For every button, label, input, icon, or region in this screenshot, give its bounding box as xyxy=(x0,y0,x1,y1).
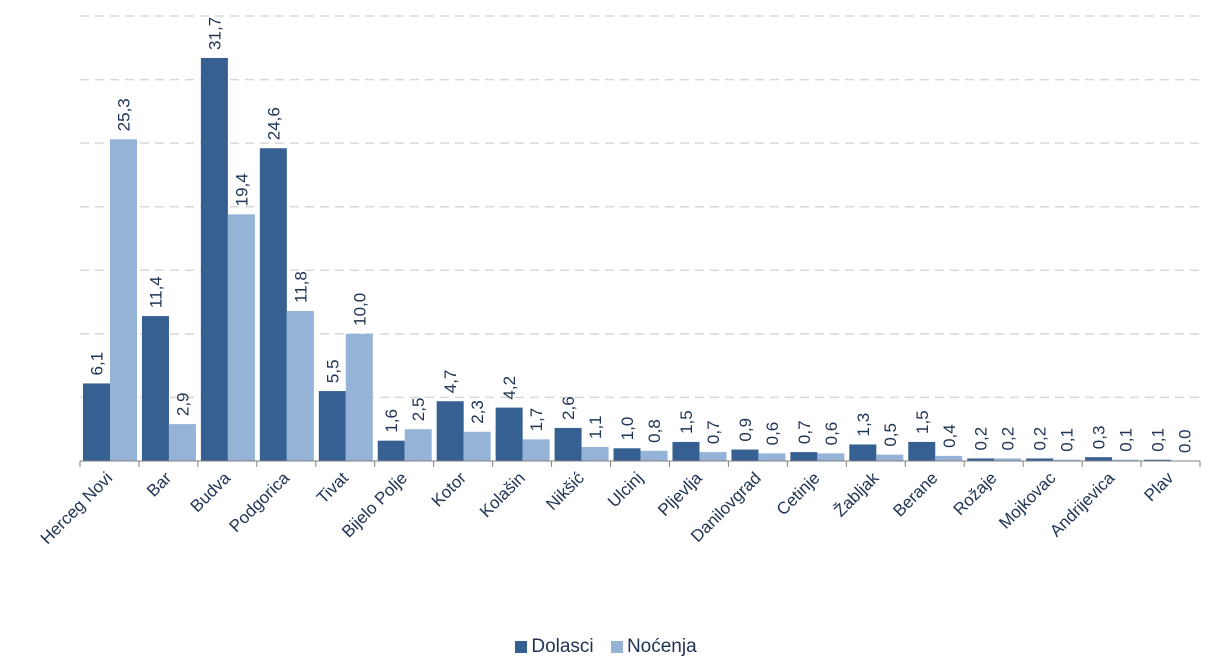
data-label: 0,3 xyxy=(1090,426,1109,450)
bar-nocenja xyxy=(463,431,491,461)
data-label: 11,4 xyxy=(146,276,165,308)
data-label: 0,6 xyxy=(822,422,841,446)
data-label: 0,9 xyxy=(736,418,755,442)
data-label: 2,9 xyxy=(173,392,192,416)
data-label: 10,0 xyxy=(350,293,369,326)
bar-nocenja xyxy=(699,452,727,461)
bar-dolasci xyxy=(436,401,464,461)
bar-nocenja xyxy=(994,458,1022,461)
bar-nocenja xyxy=(1112,459,1140,461)
data-label: 0,4 xyxy=(940,424,959,448)
data-label: 0.0 xyxy=(1176,429,1195,453)
data-label: 0,2 xyxy=(1031,427,1050,451)
data-label: 25,3 xyxy=(115,98,134,131)
data-label: 6,1 xyxy=(88,352,107,376)
category-label: Nikšić xyxy=(542,468,588,514)
data-label: 1,1 xyxy=(586,415,605,439)
bar-dolasci xyxy=(1085,457,1113,461)
bar-nocenja xyxy=(640,450,668,461)
data-label: 0,2 xyxy=(972,427,991,451)
data-label: 1,6 xyxy=(382,409,401,433)
category-label: Ulcinj xyxy=(604,468,647,511)
data-label: 4,2 xyxy=(500,376,519,400)
bar-nocenja xyxy=(345,333,373,461)
data-label: 5,5 xyxy=(323,359,342,383)
bar-nocenja xyxy=(227,214,255,461)
category-label: Rožaje xyxy=(950,468,1001,519)
bar-nocenja xyxy=(1053,459,1081,461)
bar-dolasci xyxy=(495,407,523,461)
category-label: Pljevlja xyxy=(654,468,706,520)
data-label: 1,3 xyxy=(854,413,873,437)
data-label: 0,1 xyxy=(1058,428,1077,452)
bar-nocenja xyxy=(581,447,609,461)
data-label: 1,7 xyxy=(527,408,546,432)
category-label: Plav xyxy=(1141,468,1178,505)
data-label: 2,6 xyxy=(559,396,578,420)
legend-item-nocenja: Noćenja xyxy=(610,636,697,658)
data-label: 19,4 xyxy=(232,173,251,206)
category-label: Berane xyxy=(889,468,941,520)
bar-dolasci xyxy=(849,444,877,461)
category-label: Andrijevica xyxy=(1046,468,1119,541)
bar-dolasci xyxy=(790,452,818,461)
category-label: Kolašin xyxy=(476,468,529,521)
bar-dolasci xyxy=(83,383,110,461)
category-label: Cetinje xyxy=(773,468,824,519)
bar-nocenja xyxy=(110,139,137,462)
bar-dolasci xyxy=(1026,458,1054,461)
bar-dolasci xyxy=(141,316,169,461)
data-label: 0,7 xyxy=(795,420,814,444)
legend-label-nocenja: Noćenja xyxy=(626,636,697,657)
bar-nocenja xyxy=(876,454,904,461)
bar-nocenja xyxy=(758,453,786,461)
category-label: Žabljak xyxy=(830,468,883,521)
bar-dolasci xyxy=(731,449,759,461)
legend-swatch-nocenja xyxy=(610,641,623,653)
bar-dolasci xyxy=(908,441,936,461)
data-label: 4,7 xyxy=(441,370,460,394)
data-label: 0,1 xyxy=(1117,428,1136,452)
category-label: Podgorica xyxy=(226,468,294,536)
bar-dolasci xyxy=(259,148,287,461)
category-label: Kotor xyxy=(428,468,470,510)
data-label: 1,0 xyxy=(618,417,637,441)
data-label: 1,5 xyxy=(677,410,696,434)
data-label: 2,5 xyxy=(409,398,428,422)
bar-nocenja xyxy=(168,424,196,461)
data-label: 11,8 xyxy=(291,271,310,303)
bar-dolasci xyxy=(672,441,700,461)
bar-dolasci xyxy=(613,448,641,461)
data-label: 0,7 xyxy=(704,420,723,444)
data-label: 0,1 xyxy=(1149,428,1168,452)
bar-dolasci xyxy=(200,57,228,461)
legend-swatch-dolasci xyxy=(515,641,528,653)
data-label: 31,7 xyxy=(205,17,224,50)
bar-dolasci xyxy=(1144,459,1172,461)
category-label: Herceg Novi xyxy=(37,468,117,548)
bar-dolasci xyxy=(967,458,995,461)
legend: Dolasci Noćenja xyxy=(0,636,1212,659)
data-label: 0,2 xyxy=(999,427,1018,451)
legend-item-dolasci: Dolasci xyxy=(515,636,594,658)
category-label: Budva xyxy=(187,468,235,516)
bar-dolasci xyxy=(318,391,346,461)
data-label: 0,8 xyxy=(645,419,664,443)
data-label: 1,5 xyxy=(913,410,932,434)
data-label: 0,5 xyxy=(881,423,900,447)
legend-label-dolasci: Dolasci xyxy=(531,636,594,657)
category-label: Bar xyxy=(143,468,175,500)
category-label: Tivat xyxy=(313,468,352,507)
bar-nocenja xyxy=(286,310,314,461)
bar-nocenja xyxy=(404,429,432,461)
bar-nocenja xyxy=(817,453,845,461)
data-label: 2,3 xyxy=(468,400,487,424)
bar-dolasci xyxy=(377,440,405,461)
bar-nocenja xyxy=(935,455,963,461)
data-label: 24,6 xyxy=(264,107,283,140)
bar-dolasci xyxy=(554,427,582,461)
data-label: 0,6 xyxy=(763,422,782,446)
bar-nocenja xyxy=(522,439,550,461)
